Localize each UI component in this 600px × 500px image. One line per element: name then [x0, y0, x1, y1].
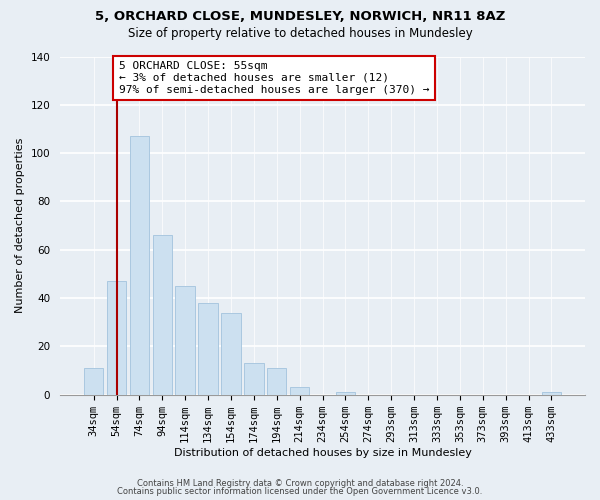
Bar	[290, 388, 310, 394]
Text: 5 ORCHARD CLOSE: 55sqm
← 3% of detached houses are smaller (12)
97% of semi-deta: 5 ORCHARD CLOSE: 55sqm ← 3% of detached …	[119, 62, 429, 94]
Y-axis label: Number of detached properties: Number of detached properties	[15, 138, 25, 314]
Bar	[152, 236, 172, 394]
Bar	[199, 303, 218, 394]
Text: Size of property relative to detached houses in Mundesley: Size of property relative to detached ho…	[128, 28, 472, 40]
Bar	[107, 281, 126, 394]
Text: Contains HM Land Registry data © Crown copyright and database right 2024.: Contains HM Land Registry data © Crown c…	[137, 478, 463, 488]
Bar	[335, 392, 355, 394]
Bar	[267, 368, 286, 394]
Text: 5, ORCHARD CLOSE, MUNDESLEY, NORWICH, NR11 8AZ: 5, ORCHARD CLOSE, MUNDESLEY, NORWICH, NR…	[95, 10, 505, 23]
X-axis label: Distribution of detached houses by size in Mundesley: Distribution of detached houses by size …	[173, 448, 472, 458]
Bar	[221, 312, 241, 394]
Bar	[84, 368, 103, 394]
Text: Contains public sector information licensed under the Open Government Licence v3: Contains public sector information licen…	[118, 487, 482, 496]
Bar	[542, 392, 561, 394]
Bar	[175, 286, 195, 395]
Bar	[244, 364, 263, 394]
Bar	[130, 136, 149, 394]
